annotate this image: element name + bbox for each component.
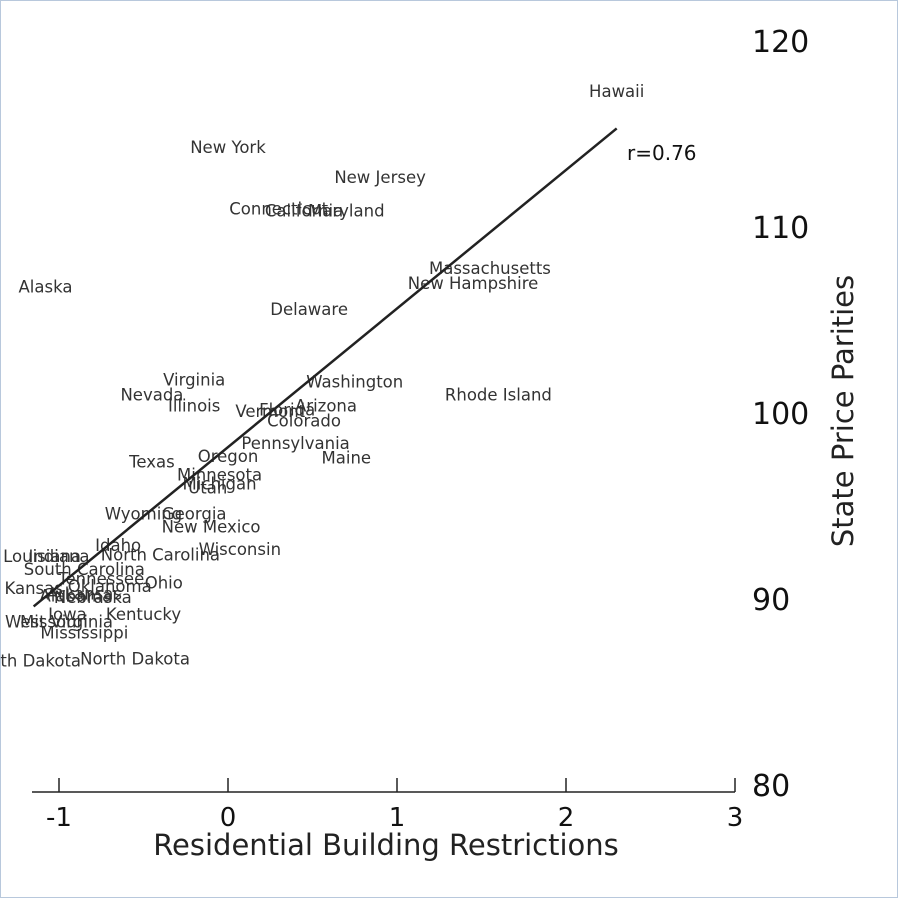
y-axis-ticks: 80 90 100 110 120 (752, 25, 809, 804)
point-label: Arkansas (47, 584, 122, 603)
point-labels: Hawaii New York New Jersey ConnecticutCalif… (0, 82, 644, 670)
point-label: California (265, 201, 343, 220)
point-label: Arizona (295, 397, 357, 416)
point-label: Utah (188, 478, 227, 497)
y-tick-label: 110 (752, 211, 809, 246)
point-label: Alabama (40, 586, 113, 605)
point-label: Nevada (120, 385, 183, 404)
trend-line (32, 127, 618, 608)
point-label: North Dakota (80, 650, 190, 669)
point-label: South Dakota (0, 651, 81, 670)
point-label: South Carolina (24, 560, 145, 579)
point-label: Maine (322, 449, 372, 468)
x-tick-label: -1 (46, 803, 72, 833)
point-label: Illinois (168, 397, 220, 416)
point-label: Connecticut (229, 199, 328, 218)
point-label: New York (190, 138, 266, 157)
y-tick-label: 100 (752, 397, 809, 432)
correlation-annotation: r=0.76 (627, 141, 697, 165)
point-label: Mississippi (40, 623, 128, 642)
x-tick-label: 3 (727, 803, 744, 833)
point-label: Texas (128, 452, 175, 471)
point-label: Delaware (270, 300, 348, 319)
point-label: Tennessee (57, 570, 144, 589)
point-label: Hawaii (589, 82, 644, 101)
point-label: Missouri (20, 612, 88, 631)
x-axis-ticks: -1 0 1 2 3 (46, 778, 743, 833)
point-label: Virginia (163, 371, 225, 390)
point-label: Oklahoma (68, 577, 152, 596)
y-tick-label: 80 (752, 769, 790, 804)
x-tick-label: 1 (389, 803, 406, 833)
point-label: Wisconsin (199, 540, 281, 559)
y-axis-title: State Price Parities (826, 275, 860, 547)
point-label: Wyoming (105, 504, 182, 523)
point-label: West Virginia (5, 612, 113, 631)
point-label: Idaho (95, 536, 141, 555)
y-tick-label: 120 (752, 25, 809, 60)
point-label: Michigan (183, 475, 257, 494)
point-label: Rhode Island (445, 385, 552, 404)
point-label: Washington (306, 372, 403, 391)
point-label: New Jersey (334, 168, 426, 187)
point-label: Pennsylvania (241, 434, 349, 453)
point-label: Ohio (145, 573, 183, 592)
x-tick-label: 0 (220, 803, 237, 833)
point-label: Kentucky (106, 605, 182, 624)
point-label: Nebraska (54, 588, 132, 607)
point-label: Iowa (48, 605, 87, 624)
x-tick-label: 2 (558, 803, 575, 833)
point-label: Indiana (28, 547, 89, 566)
point-label: Maryland (308, 201, 385, 220)
x-axis-title: Residential Building Restrictions (153, 828, 619, 862)
point-label: New Hampshire (408, 274, 539, 293)
point-label: Massachusetts (429, 259, 551, 278)
point-label: Louisiana (3, 547, 81, 566)
point-label: Georgia (162, 504, 227, 523)
y-tick-label: 90 (752, 583, 790, 618)
point-label: New Mexico (162, 517, 261, 536)
point-label: Colorado (267, 411, 341, 430)
point-label: North Carolina (101, 545, 220, 564)
point-label: Alaska (18, 278, 72, 297)
point-label: Florida (259, 400, 315, 419)
